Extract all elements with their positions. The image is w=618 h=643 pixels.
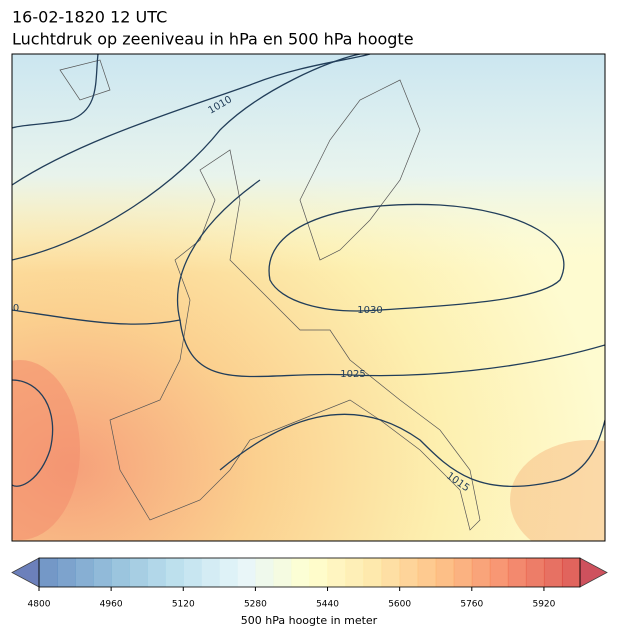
colorbar-swatch [201,558,220,587]
warm-core [510,440,605,541]
colorbar-swatch [471,558,491,587]
map: 1010 1030 1025 1015 0 [12,54,605,541]
colorbar-tick-label: 5440 [316,600,339,610]
colorbar-tick-label: 4800 [28,600,51,610]
colorbar-swatch [291,558,310,587]
colorbar-swatch [111,558,130,587]
map-frame [11,53,606,542]
colorbar-swatch [543,558,563,587]
colorbar-tick-label: 5120 [172,600,195,610]
colorbar-extend-low [11,557,40,588]
colorbar-swatch [399,558,419,587]
warm-core [12,360,80,540]
colorbar-swatch [489,558,509,587]
colorbar-swatch [363,558,383,587]
colorbar-swatch [327,558,347,587]
colorbar-swatch [75,558,94,587]
colorbar-swatch [417,558,437,587]
colorbar-swatch [381,558,401,587]
colorbar-swatch [129,558,148,587]
colorbar-swatch [93,558,112,587]
colorbar-label: 500 hPa hoogte in meter [241,614,378,627]
colorbar-swatch [255,558,274,587]
colorbar-swatch [507,558,527,587]
colorbar-swatch [273,558,292,587]
colorbar-swatch [165,558,184,587]
colorbar-swatch [453,558,473,587]
isobars [12,54,605,488]
title-date: 16-02-1820 12 UTC [12,8,167,27]
colorbar-tick-label: 4960 [100,600,123,610]
height-field-cold [12,54,605,541]
colorbar-tick-label: 5280 [244,600,267,610]
colorbar-swatch [309,558,329,587]
colorbar-swatch [561,558,581,587]
colorbar-extend-high [579,557,608,588]
colorbar-tick-label: 5600 [388,600,411,610]
colorbar-swatch [57,558,76,587]
title-description: Luchtdruk op zeeniveau in hPa en 500 hPa… [12,30,414,49]
colorbar-swatch [147,558,166,587]
colorbar-tick-label: 5920 [532,600,555,610]
isobar-label: 0 [13,303,19,314]
colorbar-tick-label: 5760 [460,600,483,610]
colorbar-swatch [237,558,256,587]
colorbar-swatch [39,558,58,587]
colorbar-swatch [219,558,238,587]
colorbar-swatch [345,558,365,587]
colorbar-frame [38,557,581,588]
colorbar-swatch [183,558,202,587]
isobar-label: 1025 [340,369,365,380]
colorbar-swatch [435,558,455,587]
colorbar-swatch [525,558,545,587]
colorbar: 4800 4960 5120 5280 5440 5600 5760 5920 500 hPa … [11,557,608,627]
coastlines [59,59,481,531]
isobar-label: 1030 [357,305,382,316]
